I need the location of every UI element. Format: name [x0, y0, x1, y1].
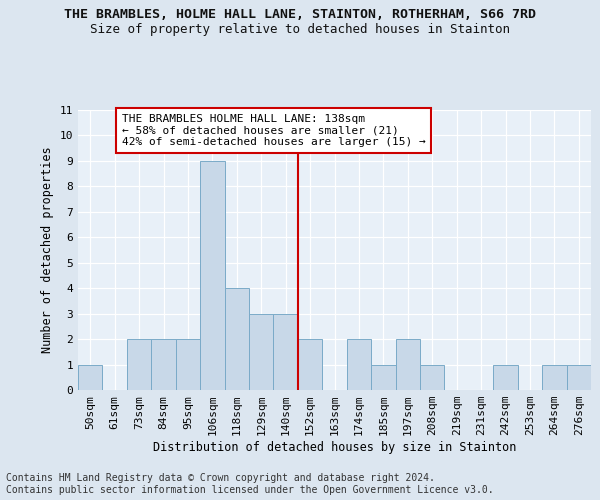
Bar	[371, 364, 395, 390]
Bar	[274, 314, 298, 390]
Bar	[420, 364, 445, 390]
Bar	[200, 161, 224, 390]
Text: THE BRAMBLES HOLME HALL LANE: 138sqm
← 58% of detached houses are smaller (21)
4: THE BRAMBLES HOLME HALL LANE: 138sqm ← 5…	[122, 114, 426, 147]
Bar	[395, 339, 420, 390]
Bar	[298, 339, 322, 390]
Bar	[127, 339, 151, 390]
Bar	[542, 364, 566, 390]
Text: Size of property relative to detached houses in Stainton: Size of property relative to detached ho…	[90, 22, 510, 36]
X-axis label: Distribution of detached houses by size in Stainton: Distribution of detached houses by size …	[153, 441, 516, 454]
Text: Contains HM Land Registry data © Crown copyright and database right 2024.
Contai: Contains HM Land Registry data © Crown c…	[6, 474, 494, 495]
Bar	[566, 364, 591, 390]
Bar	[151, 339, 176, 390]
Text: THE BRAMBLES, HOLME HALL LANE, STAINTON, ROTHERHAM, S66 7RD: THE BRAMBLES, HOLME HALL LANE, STAINTON,…	[64, 8, 536, 20]
Bar	[347, 339, 371, 390]
Bar	[224, 288, 249, 390]
Bar	[249, 314, 274, 390]
Bar	[493, 364, 518, 390]
Bar	[176, 339, 200, 390]
Y-axis label: Number of detached properties: Number of detached properties	[41, 146, 54, 354]
Bar	[78, 364, 103, 390]
